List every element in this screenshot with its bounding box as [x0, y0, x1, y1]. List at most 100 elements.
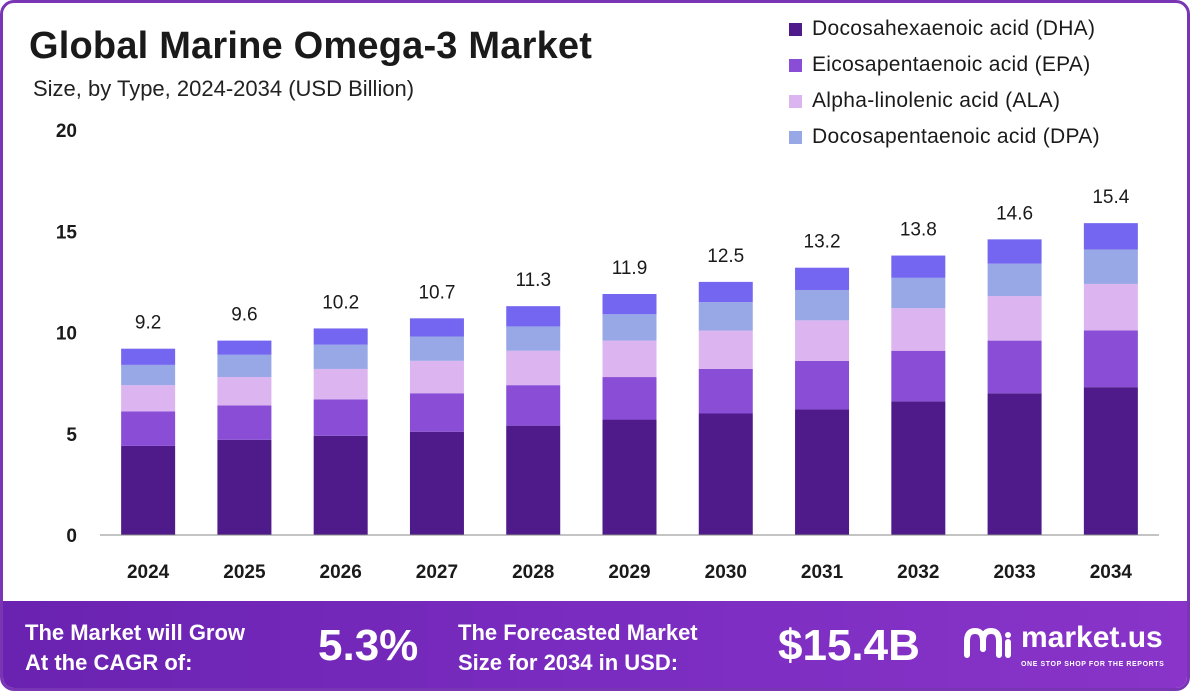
- bar-segment: [698, 413, 753, 535]
- x-tick-label: 2026: [320, 562, 362, 583]
- total-label: 11.9: [612, 258, 648, 279]
- bar-segment: [987, 340, 1042, 394]
- bar-segment: [987, 239, 1042, 264]
- bar-segment: [795, 360, 850, 410]
- x-tick-label: 2027: [416, 562, 458, 583]
- chart-subtitle: Size, by Type, 2024-2034 (USD Billion): [33, 76, 415, 101]
- bar-segment: [987, 263, 1042, 297]
- bar-segment: [602, 294, 657, 315]
- bar-segment: [1083, 283, 1138, 331]
- market-us-logo-icon: [964, 627, 1011, 658]
- legend-item: Docosahexaenoic acid (DHA): [789, 11, 1187, 47]
- bar-segment: [121, 385, 176, 412]
- bar-segment: [121, 348, 176, 365]
- bar-segment: [698, 302, 753, 331]
- legend-swatch: [789, 94, 802, 108]
- y-axis-ticks: 0 5 10 15 20: [56, 121, 78, 547]
- legend-item: Alpha-linolenic acid (ALA): [789, 83, 1187, 119]
- bar-segment: [121, 445, 176, 535]
- bar-segment: [409, 393, 464, 432]
- bar-segment: [795, 320, 850, 361]
- bar-segment: [409, 431, 464, 535]
- bar-segment: [891, 308, 946, 351]
- bar-segment: [313, 399, 368, 436]
- chart-title: Global Marine Omega-3 Market: [29, 25, 593, 67]
- y-tick-label: 5: [66, 425, 77, 446]
- y-tick-label: 15: [56, 222, 78, 243]
- bar-segment: [795, 289, 850, 321]
- legend-label: Docosahexaenoic acid (DHA): [812, 17, 1096, 40]
- legend-label: Alpha-linolenic acid (ALA): [812, 89, 1061, 112]
- bar-segment: [409, 318, 464, 337]
- total-label: 14.6: [996, 203, 1033, 224]
- total-label: 13.8: [900, 220, 937, 241]
- brand-tagline: ONE STOP SHOP FOR THE REPORTS: [1021, 661, 1165, 668]
- bar-segment: [313, 328, 368, 345]
- bar-segment: [1083, 223, 1138, 250]
- bar-segment: [1083, 330, 1138, 388]
- bar-segment: [313, 344, 368, 369]
- legend-swatch: [789, 58, 802, 72]
- bar-segment: [313, 368, 368, 400]
- x-tick-label: 2033: [993, 562, 1035, 583]
- y-tick-label: 0: [66, 526, 77, 547]
- x-tick-label: 2029: [608, 562, 650, 583]
- bar-segment: [795, 409, 850, 535]
- bar-segment: [891, 255, 946, 278]
- bar-segment: [698, 330, 753, 369]
- bar-segment: [891, 401, 946, 535]
- brand-logo: market.us ONE STOP SHOP FOR THE REPORTS: [963, 621, 1183, 681]
- cagr-caption-line1: The Market will Grow: [25, 620, 246, 645]
- legend-label: Docosapentaenoic acid (DPA): [812, 125, 1100, 148]
- bar-segment: [409, 360, 464, 394]
- x-tick-label: 2034: [1090, 562, 1133, 583]
- x-tick-label: 2030: [705, 562, 747, 583]
- bar-segment: [1083, 387, 1138, 535]
- forecast-value: $15.4B: [778, 621, 920, 670]
- footer-banner: The Market will Grow At the CAGR of: 5.3…: [3, 601, 1187, 688]
- total-labels: 9.2 9.6 10.2 10.7 11.3 11.9 12.5 13.2 13.8 14.6 15…: [135, 187, 1130, 334]
- bar-segment: [121, 411, 176, 446]
- total-label: 10.2: [322, 292, 359, 313]
- bar-segment: [1083, 249, 1138, 284]
- x-tick-label: 2025: [223, 562, 266, 583]
- total-label: 15.4: [1092, 187, 1129, 208]
- total-label: 11.3: [515, 270, 551, 291]
- total-label: 10.7: [418, 282, 455, 303]
- bar-segment: [217, 439, 272, 535]
- bar-segment: [121, 364, 176, 386]
- legend-swatch: [789, 130, 802, 144]
- bars: [121, 223, 1138, 535]
- y-tick-label: 20: [56, 121, 77, 142]
- bar-segment: [217, 377, 272, 406]
- chart-legend: Docosahexaenoic acid (DHA) Eicosapentaeno…: [789, 11, 1187, 155]
- bar-segment: [698, 368, 753, 414]
- legend-swatch: [789, 22, 802, 36]
- bar-segment: [217, 354, 272, 378]
- brand-name: market.us: [1021, 621, 1163, 654]
- bar-segment: [602, 419, 657, 535]
- x-tick-label: 2024: [127, 562, 170, 583]
- legend-item: Docosapentaenoic acid (DPA): [789, 119, 1187, 155]
- bar-segment: [987, 393, 1042, 535]
- forecast-caption-line1: The Forecasted Market: [458, 620, 698, 645]
- cagr-value: 5.3%: [318, 621, 419, 670]
- bar-segment: [217, 405, 272, 440]
- bar-segment: [602, 340, 657, 378]
- bar-segment: [409, 336, 464, 361]
- bar-segment: [506, 306, 561, 327]
- bar-segment: [891, 350, 946, 402]
- stacked-bar-chart: 0 5 10 15 20 9.2 9.6 10.2 10.7 11.3 11.9 12.5 13.2 1…: [56, 121, 1159, 583]
- bar-segment: [506, 350, 561, 386]
- bar-segment: [795, 267, 850, 290]
- bar-segment: [313, 435, 368, 535]
- bar-segment: [987, 296, 1042, 341]
- bar-segment: [506, 425, 561, 535]
- cagr-caption-line2: At the CAGR of:: [25, 650, 193, 675]
- total-label: 9.6: [231, 305, 257, 326]
- bar-segment: [602, 377, 657, 420]
- legend-item: Eicosapentaenoic acid (EPA): [789, 47, 1187, 83]
- x-axis-ticks: 2024 2025 2026 2027 2028 2029 2030 2031 2032 2033…: [127, 562, 1132, 583]
- bar-segment: [698, 281, 753, 303]
